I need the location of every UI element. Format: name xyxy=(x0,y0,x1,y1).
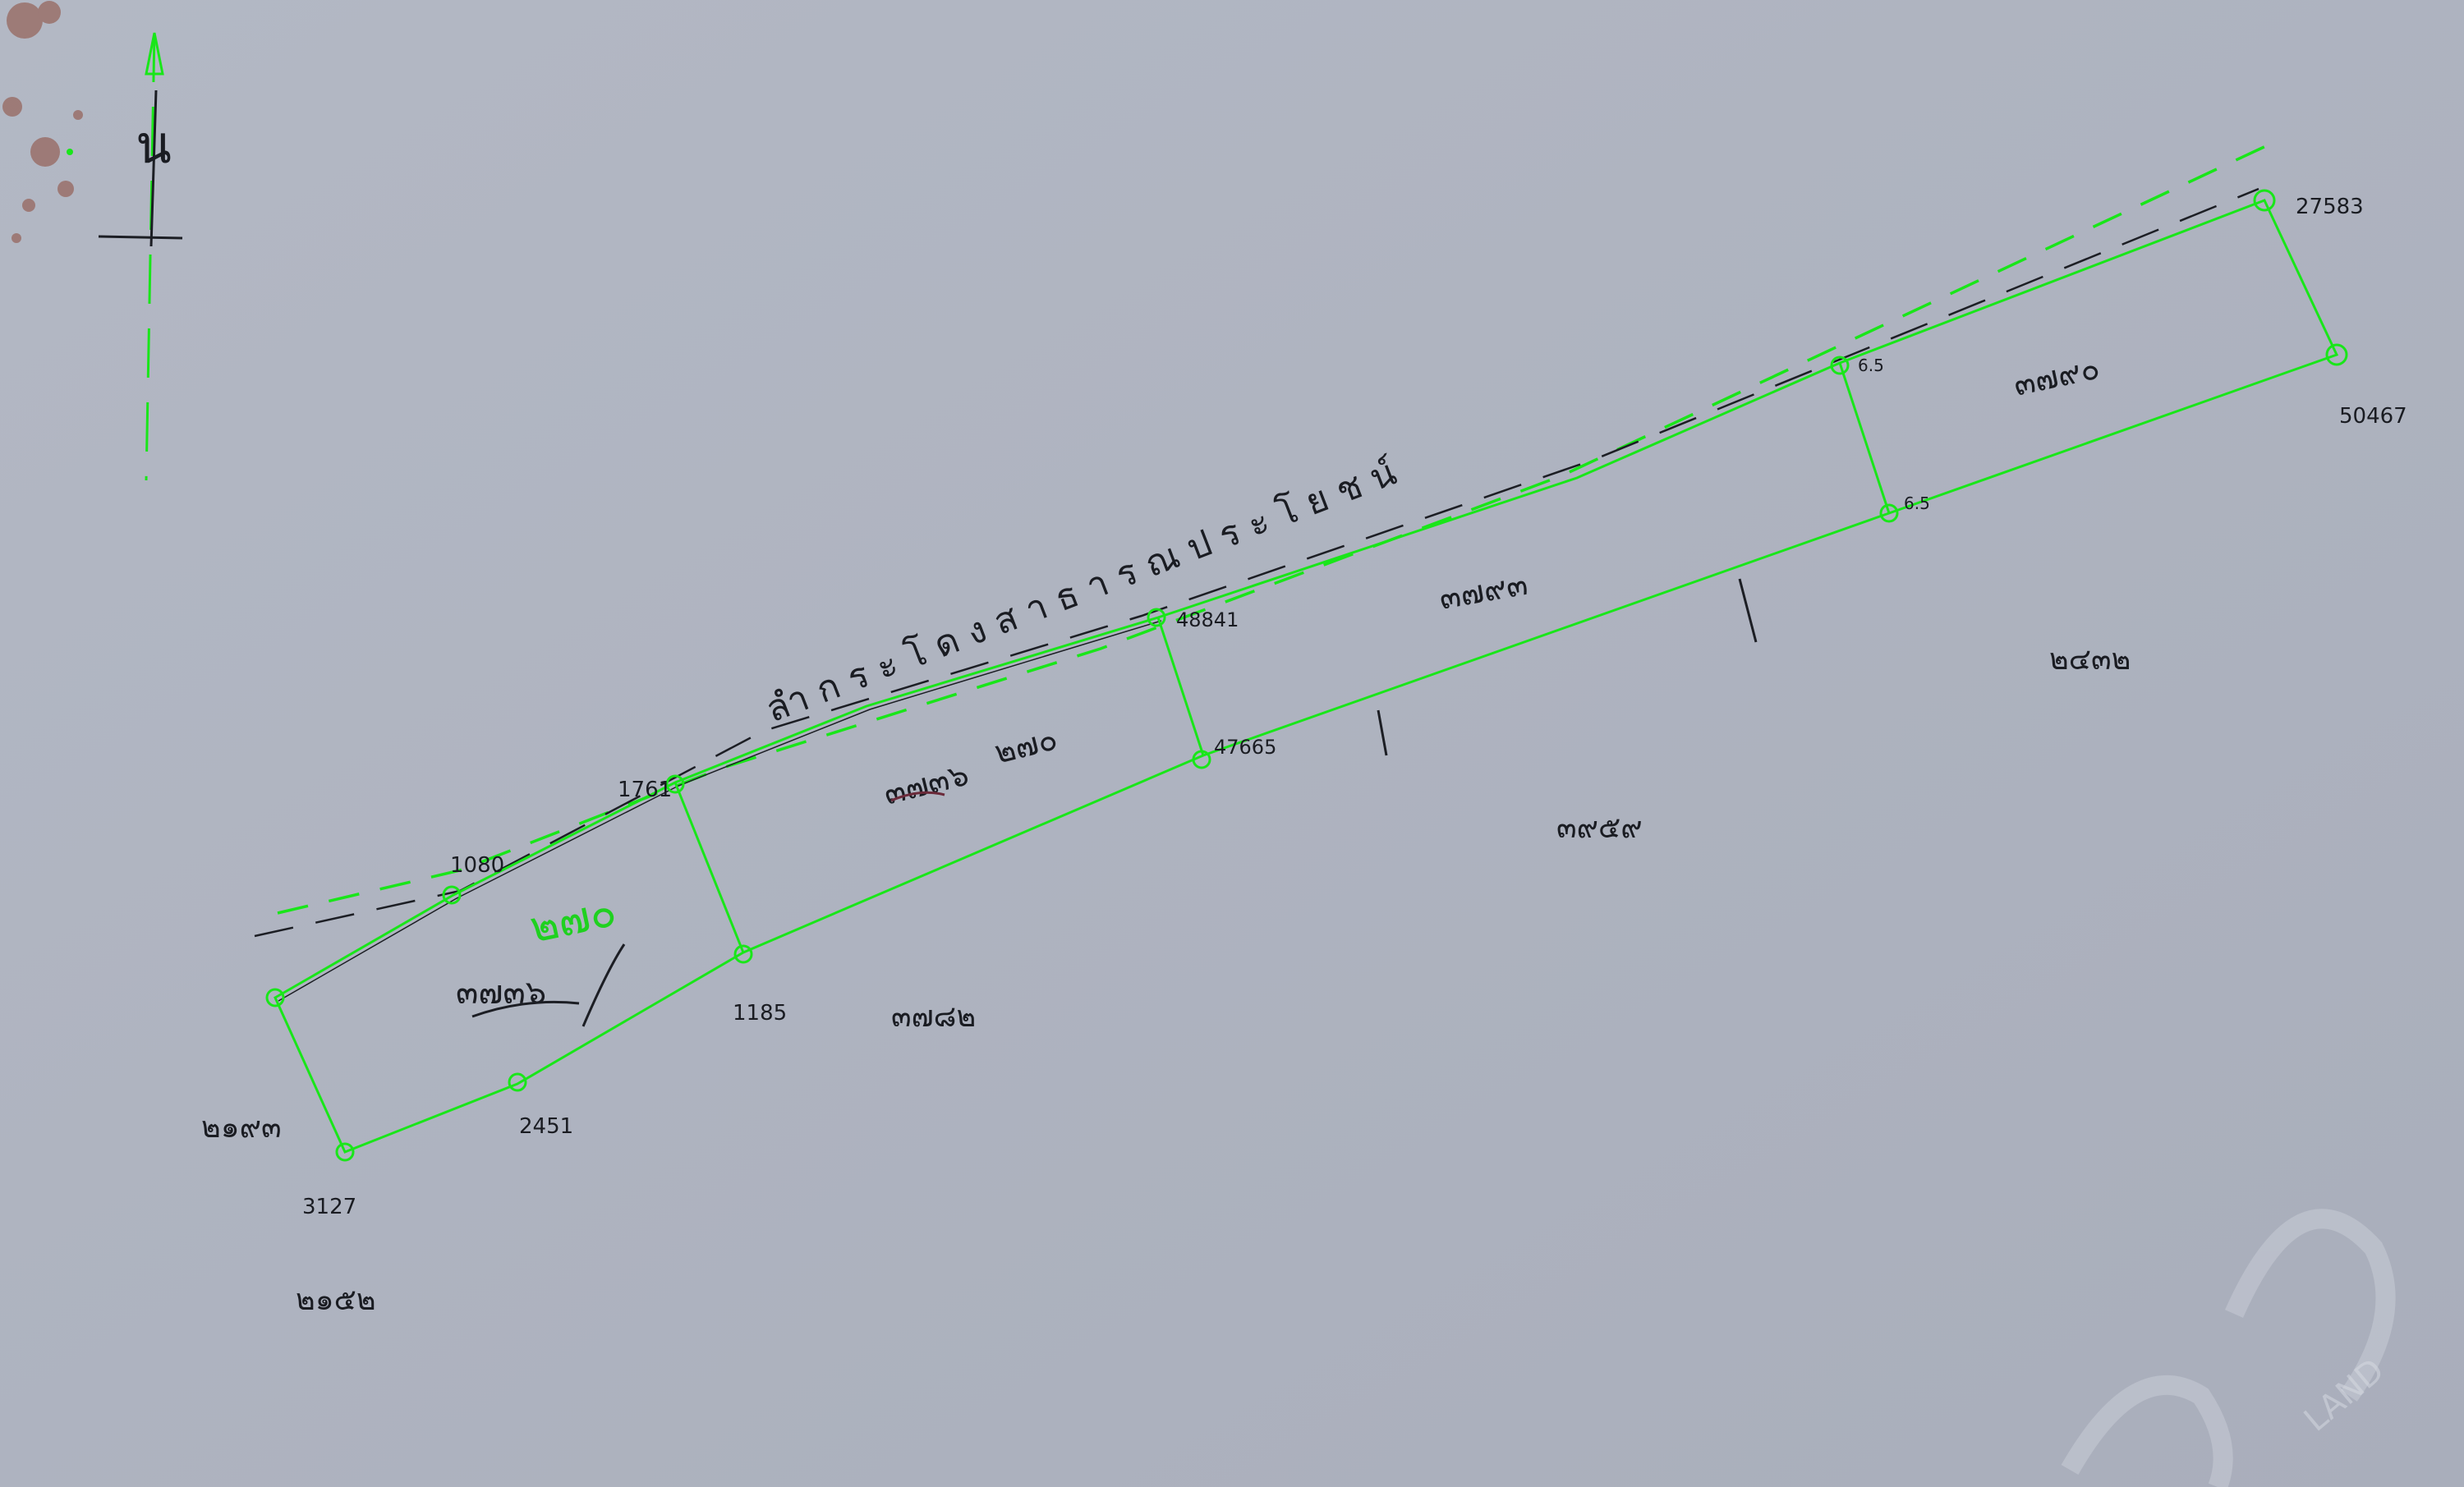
corner-label: 1761 xyxy=(618,778,672,802)
corner-marker xyxy=(665,774,685,794)
corner-marker xyxy=(2253,189,2276,212)
corner-marker xyxy=(335,1142,355,1162)
corner-labels: 1080 1761 1185 2451 3127 48841 47665 6.5… xyxy=(302,195,2407,1219)
watermark-logo xyxy=(2061,1209,2396,1487)
adjacent-label: ๒๔๓๒ xyxy=(2049,643,2131,677)
corner-marker xyxy=(733,944,753,964)
corner-label: 2451 xyxy=(519,1114,573,1139)
parcel-label-west: ๓๗๓๖ xyxy=(456,974,546,1012)
adjacent-label: ๒๑๕๒ xyxy=(296,1283,376,1317)
corner-label: 3127 xyxy=(302,1195,356,1219)
north-label: น xyxy=(136,115,172,176)
corner-marker xyxy=(2325,343,2348,366)
corner-marker xyxy=(442,885,462,905)
corner-label: 6.5 xyxy=(1904,493,1930,513)
adjacent-label: ๓๙๕๙ xyxy=(1556,811,1643,845)
corner-marker xyxy=(1830,356,1850,375)
corner-label: 6.5 xyxy=(1858,356,1884,375)
corner-label: 50467 xyxy=(2339,404,2407,429)
corner-marker xyxy=(1192,750,1211,769)
corner-marker xyxy=(1147,608,1166,627)
corner-label: 27583 xyxy=(2296,195,2364,219)
corner-label: 1185 xyxy=(733,1001,787,1026)
corner-label: 1080 xyxy=(450,853,504,878)
corner-markers xyxy=(265,189,2348,1162)
corner-label: 47665 xyxy=(1214,736,1276,759)
paper-stain xyxy=(2,1,83,243)
adjacent-labels: ๓๗๘๒ ๓๙๕๙ ๒๔๓๒ ๒๑๙๓ ๒๑๕๒ xyxy=(201,643,2131,1317)
corner-marker xyxy=(265,988,285,1007)
parcel-outline xyxy=(274,199,2339,1154)
adjacent-label: ๓๗๘๒ xyxy=(891,1000,976,1034)
adjacent-label: ๒๑๙๓ xyxy=(201,1111,282,1145)
corner-marker xyxy=(1879,503,1899,523)
corner-label: 48841 xyxy=(1176,608,1239,631)
corner-marker xyxy=(508,1072,527,1092)
north-arrow: น xyxy=(67,32,183,481)
canal-boundary xyxy=(254,136,2284,938)
